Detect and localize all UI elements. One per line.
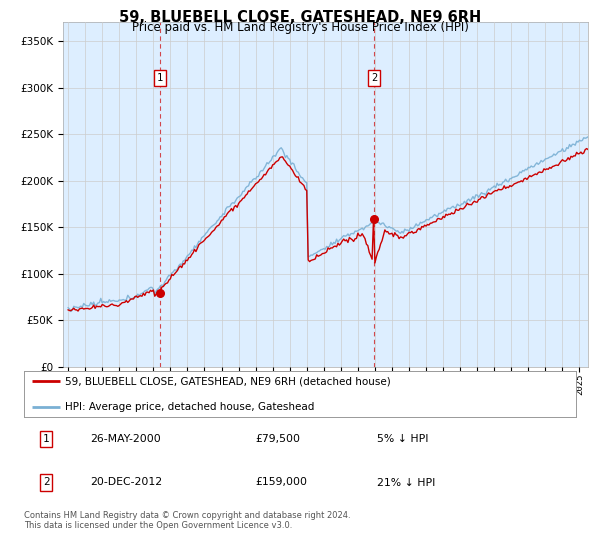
Text: 20-DEC-2012: 20-DEC-2012 — [90, 478, 163, 488]
Text: £159,000: £159,000 — [256, 478, 308, 488]
Text: £79,500: £79,500 — [256, 434, 301, 444]
Text: Contains HM Land Registry data © Crown copyright and database right 2024.
This d: Contains HM Land Registry data © Crown c… — [24, 511, 350, 530]
Text: 1: 1 — [43, 434, 49, 444]
Text: Price paid vs. HM Land Registry's House Price Index (HPI): Price paid vs. HM Land Registry's House … — [131, 21, 469, 34]
Text: HPI: Average price, detached house, Gateshead: HPI: Average price, detached house, Gate… — [65, 402, 315, 412]
Text: 59, BLUEBELL CLOSE, GATESHEAD, NE9 6RH: 59, BLUEBELL CLOSE, GATESHEAD, NE9 6RH — [119, 10, 481, 25]
Text: 1: 1 — [157, 73, 163, 83]
Text: 59, BLUEBELL CLOSE, GATESHEAD, NE9 6RH (detached house): 59, BLUEBELL CLOSE, GATESHEAD, NE9 6RH (… — [65, 376, 391, 386]
Text: 2: 2 — [371, 73, 377, 83]
Text: 2: 2 — [43, 478, 49, 488]
Text: 21% ↓ HPI: 21% ↓ HPI — [377, 478, 436, 488]
Text: 26-MAY-2000: 26-MAY-2000 — [90, 434, 161, 444]
Text: 5% ↓ HPI: 5% ↓ HPI — [377, 434, 429, 444]
